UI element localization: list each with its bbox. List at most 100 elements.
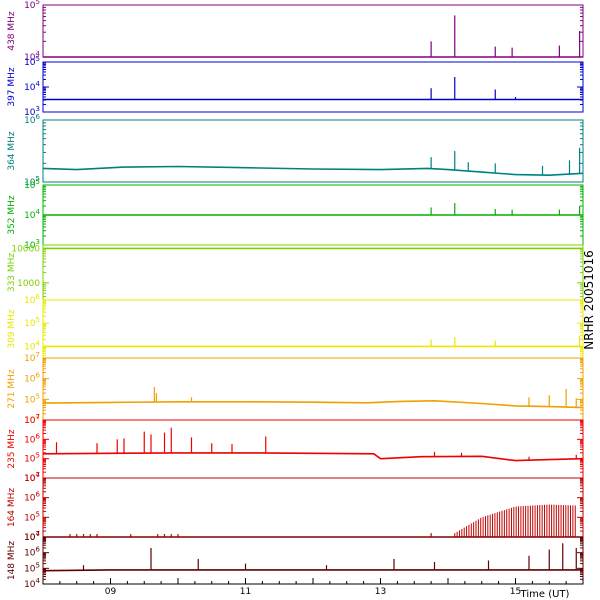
y-tick-exponent: 6 [36, 372, 41, 380]
panel-frame [42, 299, 584, 359]
y-tick-base: 10 [24, 533, 36, 543]
data-series [42, 399, 584, 409]
frequency-label: 164 MHz [7, 488, 17, 528]
y-tick-label: 106 [24, 372, 40, 385]
y-tick-base: 10 [24, 435, 36, 445]
y-tick-base: 10 [24, 375, 36, 385]
y-tick-exponent: 7 [36, 351, 40, 359]
y-tick-label: 1000 [17, 279, 40, 289]
y-tick-exponent: 5 [36, 175, 40, 183]
x-tick-label: 15 [510, 587, 521, 597]
y-tick-exponent: 4 [36, 208, 41, 216]
y-tick-label: 105 [24, 392, 40, 405]
panel-frame [42, 61, 584, 113]
y-tick-exponent: 5 [36, 452, 40, 460]
y-tick-exponent: 6 [36, 293, 41, 301]
frequency-label: 438 MHz [7, 11, 17, 51]
y-tick-label: 104 [24, 577, 40, 590]
y-tick-base: 10 [24, 474, 36, 484]
y-tick-label: 106 [24, 546, 40, 559]
y-tick-base: 10 [24, 58, 36, 68]
y-tick-label: 106 [24, 432, 40, 445]
y-tick-exponent: 5 [36, 510, 40, 518]
y-tick-base: 10 [24, 178, 36, 188]
y-tick-base: 10 [24, 513, 36, 523]
y-tick-exponent: 3 [36, 238, 40, 246]
y-tick-exponent: 4 [36, 339, 41, 347]
y-tick-exponent: 4 [36, 80, 41, 88]
frequency-label: 271 MHz [7, 369, 17, 409]
y-tick-base: 10 [24, 416, 36, 426]
y-tick-label: 105 [24, 55, 40, 68]
y-tick-label: 105 [24, 175, 40, 188]
y-tick-exponent: 4 [36, 530, 41, 538]
panel-frame [42, 244, 584, 301]
x-axis: 09 11 13 15 [42, 578, 584, 597]
y-tick-label: 107 [24, 351, 40, 364]
y-tick-label: 104 [24, 80, 40, 93]
y-tick-label: 105 [24, 316, 40, 329]
y-tick-label: 105 [24, 510, 40, 523]
y-tick-base: 10 [24, 549, 36, 559]
y-tick-base: 10 [24, 296, 36, 306]
y-tick-exponent: 7 [36, 471, 40, 479]
y-tick-label: 10000 [11, 244, 40, 254]
y-tick-label: 106 [24, 293, 40, 306]
chart-side-label: NRHR 20051016 [582, 250, 596, 350]
y-tick-exponent: 6 [36, 491, 41, 499]
y-tick-label: 103 [24, 238, 40, 251]
y-tick-label: 106 [24, 113, 40, 126]
y-tick-base: 10 [24, 108, 36, 118]
panel-frame [42, 4, 584, 58]
y-tick-base: 10 [24, 416, 36, 426]
frequency-label: 397 MHz [7, 67, 17, 107]
x-tick-label: 13 [375, 587, 386, 597]
y-tick-label: 103 [24, 105, 40, 118]
y-tick-base: 10 [24, 354, 36, 364]
y-tick-label: 106 [24, 491, 40, 504]
y-tick-exponent: 5 [36, 55, 40, 63]
y-tick-label: 104 [24, 339, 40, 352]
frequency-label: 333 MHz [7, 253, 17, 293]
y-tick-base: 10 [24, 395, 36, 405]
y-tick-exponent: 4 [36, 50, 41, 58]
y-tick-base: 10 [24, 1, 36, 11]
y-tick-label: 104 [24, 530, 40, 543]
panel-frame [42, 536, 584, 585]
frequency-label: 352 MHz [7, 195, 17, 235]
panel-frame [42, 357, 584, 421]
y-tick-base: 10 [24, 580, 36, 590]
y-tick-base: 10 [24, 241, 36, 251]
frequency-label: 235 MHz [7, 429, 17, 469]
y-tick-label: 105 [24, 178, 40, 191]
y-tick-exponent: 5 [36, 316, 40, 324]
y-tick-exponent: 4 [36, 413, 41, 421]
frequency-label: 148 MHz [7, 541, 17, 581]
y-tick-exponent: 5 [36, 392, 40, 400]
y-tick-base: 10 [24, 116, 36, 126]
x-tick-label: 11 [240, 587, 251, 597]
y-tick-base: 10 [24, 53, 36, 63]
y-tick-label: 104 [24, 50, 40, 63]
y-tick-base: 10 [24, 474, 36, 484]
panel-frame [42, 119, 584, 183]
y-tick-base: 10 [24, 455, 36, 465]
y-tick-exponent: 6 [36, 113, 41, 121]
y-tick-label: 104 [24, 208, 40, 221]
y-tick-base: 10 [24, 211, 36, 221]
y-tick-exponent: 6 [36, 432, 41, 440]
y-tick-base: 10 [24, 533, 36, 543]
y-tick-base: 10 [24, 181, 36, 191]
frequency-label: 364 MHz [7, 131, 17, 171]
frequency-label: 309 MHz [7, 309, 17, 349]
y-tick-base: 10 [24, 494, 36, 504]
y-tick-exponent: 3 [36, 105, 40, 113]
